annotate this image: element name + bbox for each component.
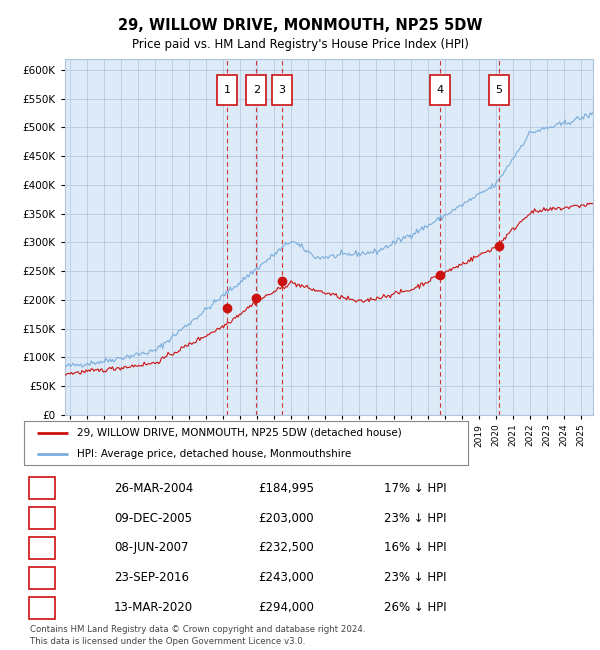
Text: 2: 2 — [253, 84, 260, 95]
Text: £232,500: £232,500 — [258, 541, 314, 554]
FancyBboxPatch shape — [217, 75, 237, 105]
Text: 16% ↓ HPI: 16% ↓ HPI — [384, 541, 446, 554]
Text: 23% ↓ HPI: 23% ↓ HPI — [384, 512, 446, 525]
FancyBboxPatch shape — [430, 75, 450, 105]
Text: 23-SEP-2016: 23-SEP-2016 — [114, 571, 189, 584]
FancyBboxPatch shape — [272, 75, 292, 105]
Text: £294,000: £294,000 — [258, 601, 314, 614]
Text: 23% ↓ HPI: 23% ↓ HPI — [384, 571, 446, 584]
Text: Price paid vs. HM Land Registry's House Price Index (HPI): Price paid vs. HM Land Registry's House … — [131, 38, 469, 51]
Text: 4: 4 — [38, 571, 46, 584]
Text: 1: 1 — [38, 482, 46, 495]
Text: £203,000: £203,000 — [258, 512, 314, 525]
Text: This data is licensed under the Open Government Licence v3.0.: This data is licensed under the Open Gov… — [30, 637, 305, 646]
Text: 17% ↓ HPI: 17% ↓ HPI — [384, 482, 446, 495]
Text: Contains HM Land Registry data © Crown copyright and database right 2024.: Contains HM Land Registry data © Crown c… — [30, 625, 365, 634]
Text: 26% ↓ HPI: 26% ↓ HPI — [384, 601, 446, 614]
Text: 4: 4 — [436, 84, 443, 95]
Text: 1: 1 — [224, 84, 230, 95]
Text: 5: 5 — [38, 601, 46, 614]
Text: 5: 5 — [496, 84, 503, 95]
Text: 3: 3 — [38, 541, 46, 554]
FancyBboxPatch shape — [246, 75, 266, 105]
Text: 26-MAR-2004: 26-MAR-2004 — [114, 482, 193, 495]
Text: 3: 3 — [278, 84, 285, 95]
Text: £184,995: £184,995 — [258, 482, 314, 495]
Text: 29, WILLOW DRIVE, MONMOUTH, NP25 5DW (detached house): 29, WILLOW DRIVE, MONMOUTH, NP25 5DW (de… — [77, 428, 402, 438]
Text: 09-DEC-2005: 09-DEC-2005 — [114, 512, 192, 525]
Text: 2: 2 — [38, 512, 46, 525]
Text: 29, WILLOW DRIVE, MONMOUTH, NP25 5DW: 29, WILLOW DRIVE, MONMOUTH, NP25 5DW — [118, 18, 482, 33]
Text: 13-MAR-2020: 13-MAR-2020 — [114, 601, 193, 614]
FancyBboxPatch shape — [489, 75, 509, 105]
Text: HPI: Average price, detached house, Monmouthshire: HPI: Average price, detached house, Monm… — [77, 448, 352, 459]
Text: 08-JUN-2007: 08-JUN-2007 — [114, 541, 188, 554]
Text: £243,000: £243,000 — [258, 571, 314, 584]
